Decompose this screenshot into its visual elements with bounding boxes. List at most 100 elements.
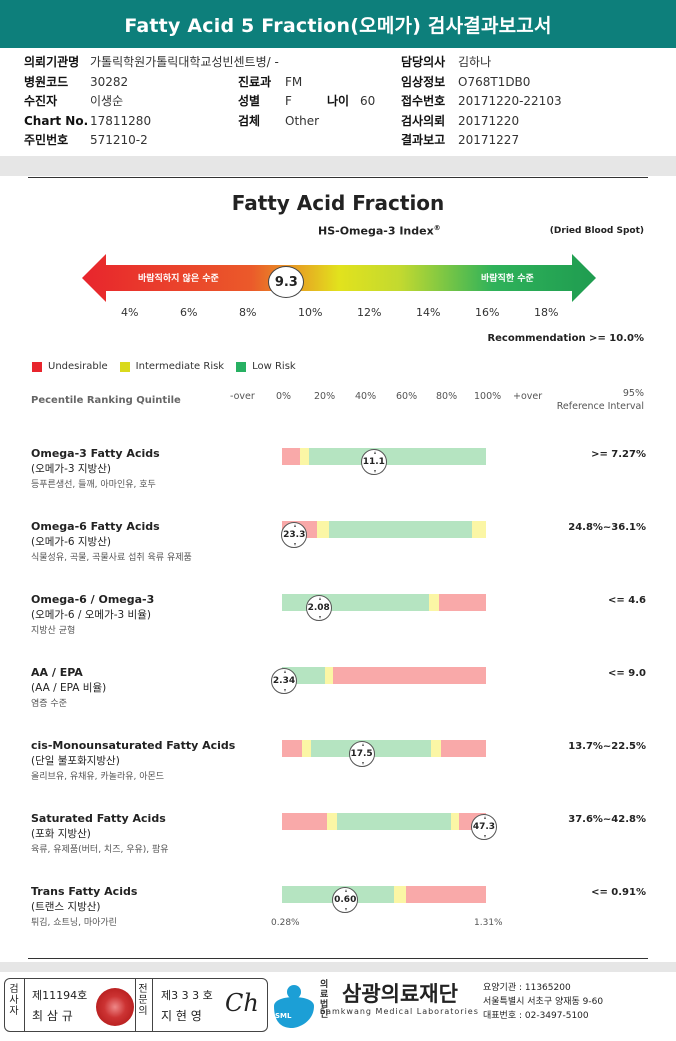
index-scale-tick: 12%	[357, 306, 382, 319]
item-value-badge: 23.3	[281, 522, 308, 548]
item-value-badge: 11.1	[360, 449, 387, 475]
bar-segment-red	[282, 813, 327, 830]
sml-logo-text: SML	[275, 1012, 292, 1020]
foundation-name: 삼광의료재단	[342, 982, 458, 1006]
examiner-name: 최 삼 규	[32, 1009, 73, 1023]
item-reference-interval: <= 4.6	[608, 595, 646, 606]
index-scale-tick: 4%	[121, 306, 139, 319]
item-korean-name: (단일 불포화지방산)	[31, 755, 120, 767]
item-korean-name: (오메가-3 지방산)	[31, 463, 111, 475]
index-scale-tick: 6%	[180, 306, 198, 319]
age-value: 60	[360, 94, 376, 108]
item-name: Saturated Fatty Acids	[31, 812, 166, 825]
item-name: Omega-3 Fatty Acids	[31, 447, 160, 460]
receipt-no-value: 20171220-22103	[458, 94, 562, 108]
legend-undesirable: Undesirable	[48, 361, 108, 372]
resident-no-label: 주민번호	[24, 133, 69, 147]
sex-value: F	[285, 94, 292, 108]
reference-interval-header: 95% Reference Interval	[556, 388, 644, 412]
item-reference-interval: 13.7%~22.5%	[568, 741, 646, 752]
patient-label: 수진자	[24, 94, 58, 108]
hospital-code-value: 30282	[90, 74, 129, 89]
quintile-tick: 20%	[314, 391, 336, 402]
legend-intermediate-swatch	[119, 361, 130, 372]
specimen-value: Other	[285, 113, 320, 128]
bar-segment-yellow	[300, 448, 309, 465]
legend-undesirable-swatch	[32, 361, 42, 372]
department-value: FM	[285, 74, 303, 89]
result-item: Omega-6 / Omega-3 (오메가-6 / 오메가-3 비율) 지방산 균…	[31, 592, 291, 639]
phone: 대표번호 : 02-3497-5100	[483, 1011, 589, 1021]
fraction-subtitle: HS-Omega-3 Index®	[318, 224, 441, 238]
bar-segment-yellow	[326, 813, 338, 830]
undesirable-level-label: 바람직하지 않은 수준	[138, 274, 219, 284]
item-name: AA / EPA	[31, 666, 83, 679]
fraction-title: Fatty Acid Fraction	[231, 191, 445, 215]
resident-no-value: 571210-2	[90, 133, 148, 147]
chart-no-value: 17811280	[90, 113, 152, 128]
quintile-tick: +over	[513, 391, 543, 402]
report-date-label: 결과보고	[401, 133, 446, 147]
item-description: 등푸른생선, 들깨, 아마인유, 호두	[31, 480, 156, 490]
receipt-no-label: 접수번호	[401, 94, 446, 108]
doctor-label: 담당의사	[401, 55, 446, 69]
quintile-tick: 80%	[436, 391, 458, 402]
bar-segment-green	[328, 521, 472, 538]
quintile-tick: 60%	[396, 391, 418, 402]
bar-segment-yellow	[451, 813, 460, 830]
bar-segment-yellow	[302, 740, 311, 757]
bottom-divider	[28, 958, 648, 959]
bar-segment-yellow	[471, 521, 486, 538]
item-description: 육류, 유제품(버터, 치즈, 우유), 팜유	[31, 845, 169, 855]
sex-label: 성별	[238, 94, 261, 108]
official-seal	[96, 988, 134, 1026]
recommendation: Recommendation >= 10.0%	[487, 333, 644, 344]
desirable-level-label: 바람직한 수준	[481, 274, 534, 284]
item-reference-interval: >= 7.27%	[591, 449, 646, 460]
percentile-bar	[282, 740, 486, 757]
footer-divider	[135, 979, 136, 1031]
index-scale-tick: 8%	[239, 306, 257, 319]
request-date-value: 20171220	[458, 113, 520, 128]
trans-scale-max: 1.31%	[474, 918, 503, 928]
item-korean-name: (오메가-6 / 오메가-3 비율)	[31, 609, 151, 621]
specialist-vertical-label: 전문의	[138, 984, 148, 1017]
institution-code: 요양기관 : 11365200	[483, 983, 571, 993]
item-name: cis-Monounsaturated Fatty Acids	[31, 739, 236, 752]
gauge-arrow	[82, 254, 596, 302]
item-korean-name: (포화 지방산)	[31, 828, 91, 840]
item-korean-name: (오메가-6 지방산)	[31, 536, 111, 548]
legend-intermediate: Intermediate Risk	[135, 361, 225, 372]
item-description: 식물성유, 곡물, 곡물사료 섭취 육류 유제품	[31, 553, 192, 563]
specialist-license-no: 제3 3 3 호	[161, 989, 213, 1002]
result-item: cis-Monounsaturated Fatty Acids (단일 불포화지방…	[31, 738, 291, 785]
specialist-signature: Ch	[225, 989, 259, 1017]
patient-value: 이생순	[90, 94, 124, 108]
footer-divider	[152, 979, 153, 1031]
bar-segment-yellow	[428, 594, 440, 611]
percentile-bar	[282, 521, 486, 538]
result-item: AA / EPA (AA / EPA 비율) 염증 수준	[31, 665, 291, 712]
clinical-info-value: O768T1DB0	[458, 74, 531, 89]
item-name: Omega-6 Fatty Acids	[31, 520, 160, 533]
item-value-badge: 2.34	[271, 668, 298, 694]
request-date-label: 검사의뢰	[401, 113, 446, 128]
percentile-bar	[282, 667, 486, 684]
separator-band	[0, 156, 676, 176]
item-reference-interval: <= 9.0	[608, 668, 646, 679]
bar-segment-yellow	[394, 886, 407, 903]
quintile-tick: 0%	[276, 391, 292, 402]
item-reference-interval: 24.8%~36.1%	[568, 522, 646, 533]
foundation-english-name: Samkwang Medical Laboratories	[320, 1007, 479, 1016]
quintile-tick: 40%	[355, 391, 377, 402]
result-item: Saturated Fatty Acids (포화 지방산) 육류, 유제품(버터,…	[31, 811, 291, 858]
doctor-value: 김하나	[458, 55, 492, 69]
specimen-label: 검체	[238, 113, 261, 128]
percentile-bar	[282, 448, 486, 465]
department-label: 진료과	[238, 74, 272, 89]
result-item: Trans Fatty Acids (트랜스 지방산) 튀김, 쇼트닝, 마아가린	[31, 884, 291, 931]
info-mid: 진료과 FM 성별 F 나이 60 검체 Other	[238, 73, 375, 132]
ranking-title: Pecentile Ranking Quintile	[31, 395, 181, 406]
item-name: Omega-6 / Omega-3	[31, 593, 155, 606]
legend: Undesirable Intermediate Risk Low Risk	[32, 361, 296, 372]
